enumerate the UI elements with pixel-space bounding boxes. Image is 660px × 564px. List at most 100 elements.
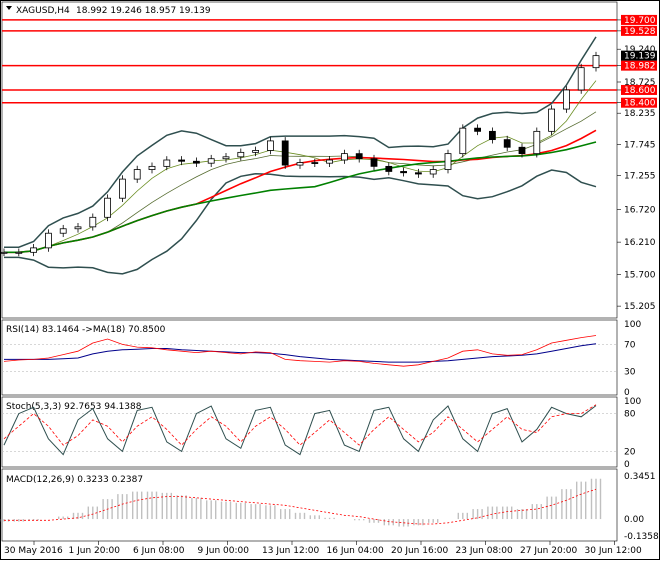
macd-ticks: 0.3451 0.00 -0.1358 <box>624 472 659 542</box>
price-label: 17.745 <box>624 140 656 150</box>
main-pane <box>1 1 618 319</box>
candle-body <box>266 140 274 151</box>
rsi-tick-label: 100 <box>624 320 641 330</box>
time-label: 16 Jun 04:00 <box>327 546 384 556</box>
stoch-signal-line <box>3 404 597 446</box>
candle-body <box>89 216 97 228</box>
stoch-tick-label: 80 <box>624 410 636 420</box>
candle-body <box>488 130 496 141</box>
macd-content <box>0 478 602 527</box>
stoch-tick-label: 100 <box>624 397 641 407</box>
candle-body <box>429 169 437 175</box>
candle-body <box>133 169 141 180</box>
price-label-box <box>621 97 657 108</box>
rsi-tick-label: 70 <box>624 340 636 350</box>
rsi-ma-line <box>4 343 597 363</box>
rsi-tick-label: 30 <box>624 368 636 378</box>
price-label-box <box>621 84 657 95</box>
candle-body <box>444 153 452 170</box>
time-label: 20 Jun 16:00 <box>391 546 448 556</box>
current-price-label: 19.139 <box>624 52 656 62</box>
candle-body <box>474 127 482 132</box>
candle-body <box>385 165 393 172</box>
candle-body <box>326 159 334 164</box>
candle-body <box>503 139 511 148</box>
candle-body <box>340 153 348 161</box>
candle-body <box>192 160 200 164</box>
candle-body <box>577 67 585 91</box>
candle-body <box>222 156 230 160</box>
price-label: 19.528 <box>624 27 656 37</box>
stoch-label: Stoch(5,3,3) 92.7653 94.1388 <box>6 402 142 412</box>
candle-body <box>533 130 541 155</box>
candle-body <box>59 228 67 234</box>
price-label: 15.700 <box>624 271 656 281</box>
stoch-tick-label: 0 <box>624 460 630 470</box>
price-label-box <box>621 14 657 25</box>
main-chart-content <box>0 19 617 275</box>
candle-body <box>148 165 156 170</box>
price-label: 19.240 <box>624 45 656 55</box>
price-label: 18.235 <box>624 109 656 119</box>
price-label-box <box>621 60 657 71</box>
rsi-tick-label: 0 <box>624 388 630 398</box>
ma-8 <box>4 80 597 253</box>
price-label: 18.400 <box>624 99 656 109</box>
price-label-box <box>621 25 657 36</box>
candle-body <box>119 178 126 199</box>
bollinger-lower <box>4 169 597 275</box>
price-label: 15.205 <box>624 302 656 312</box>
candle-body <box>15 251 23 254</box>
price-label: 18.982 <box>624 62 656 72</box>
candle-body <box>563 89 570 110</box>
candle-body <box>311 162 319 164</box>
candle-body <box>355 153 363 160</box>
price-label: 16.210 <box>624 238 656 248</box>
stoch-main-line <box>3 405 597 456</box>
candle-body <box>281 140 289 166</box>
macd-tick-label: 0.3451 <box>624 472 656 482</box>
rsi-ticks: 100 70 30 0 <box>624 320 641 398</box>
candle-body <box>30 247 38 253</box>
price-label: 19.700 <box>624 16 656 26</box>
stoch-ticks: 100 80 20 0 <box>624 397 641 470</box>
candle-body <box>163 159 171 167</box>
candle-body <box>296 162 304 166</box>
macd-label: MACD(12,26,9) 0.3233 0.2387 <box>6 475 143 485</box>
candle-body <box>548 108 555 132</box>
macd-pane <box>1 468 618 542</box>
candle-body <box>0 251 8 254</box>
candle-body <box>252 150 260 153</box>
candle-body <box>45 232 52 249</box>
current-price-box <box>621 50 657 61</box>
chart-ohlc: 18.992 19.246 18.957 19.139 <box>76 6 211 16</box>
candle-body <box>207 158 215 164</box>
macd-tick-label: 0.00 <box>624 515 644 525</box>
candle-body <box>370 158 378 167</box>
stoch-tick-label: 20 <box>624 447 636 457</box>
bollinger-upper <box>4 36 597 248</box>
candle-body <box>237 151 245 158</box>
time-label: 23 Jun 08:00 <box>456 546 513 556</box>
candle-body <box>518 146 526 155</box>
time-label: 30 May 2016 <box>4 546 63 556</box>
rsi-content <box>2 335 617 372</box>
time-axis: 30 May 2016 1 Jun 20:00 6 Jun 08:00 9 Jun 0… <box>4 541 642 556</box>
price-label: 16.720 <box>624 206 656 216</box>
price-label: 17.255 <box>624 172 656 182</box>
price-label: 18.725 <box>624 78 656 88</box>
time-label: 6 Jun 08:00 <box>133 546 185 556</box>
dropdown-triangle-icon[interactable] <box>6 6 12 10</box>
rsi-label: RSI(14) 83.1464 ->MA(18) 70.8500 <box>6 325 166 335</box>
macd-tick-label: -0.1358 <box>624 532 659 542</box>
candle-body <box>459 127 467 155</box>
candle-body <box>104 197 111 218</box>
stoch-content <box>2 404 617 456</box>
time-label: 13 Jun 12:00 <box>262 546 319 556</box>
price-label: 18.600 <box>624 86 656 96</box>
time-label: 30 Jun 12:00 <box>585 546 642 556</box>
time-label: 27 Jun 20:00 <box>520 546 577 556</box>
